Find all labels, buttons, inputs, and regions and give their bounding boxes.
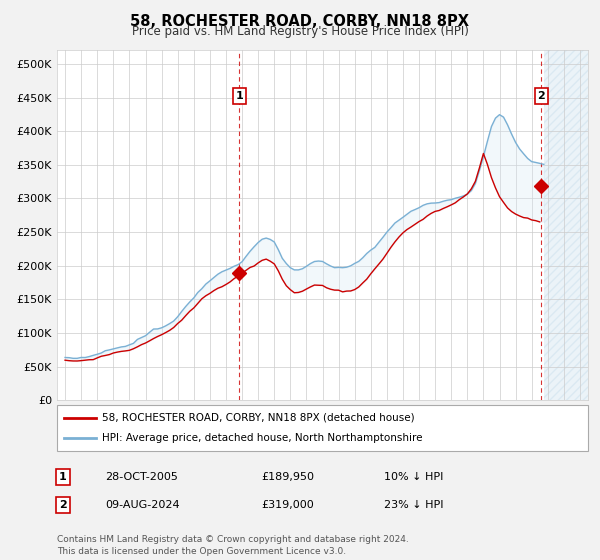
Text: 58, ROCHESTER ROAD, CORBY, NN18 8PX (detached house): 58, ROCHESTER ROAD, CORBY, NN18 8PX (det… bbox=[102, 413, 415, 423]
Text: Contains HM Land Registry data © Crown copyright and database right 2024.
This d: Contains HM Land Registry data © Crown c… bbox=[57, 535, 409, 556]
Text: 58, ROCHESTER ROAD, CORBY, NN18 8PX: 58, ROCHESTER ROAD, CORBY, NN18 8PX bbox=[131, 14, 470, 29]
Text: HPI: Average price, detached house, North Northamptonshire: HPI: Average price, detached house, Nort… bbox=[102, 433, 422, 443]
Bar bbox=[544, 50, 588, 400]
Text: 28-OCT-2005: 28-OCT-2005 bbox=[105, 472, 178, 482]
Bar bbox=[544, 50, 588, 400]
Text: 2: 2 bbox=[538, 91, 545, 101]
Text: £319,000: £319,000 bbox=[261, 500, 314, 510]
Text: 1: 1 bbox=[235, 91, 243, 101]
Text: 09-AUG-2024: 09-AUG-2024 bbox=[105, 500, 179, 510]
Text: 2: 2 bbox=[59, 500, 67, 510]
Text: 1: 1 bbox=[59, 472, 67, 482]
Text: Price paid vs. HM Land Registry's House Price Index (HPI): Price paid vs. HM Land Registry's House … bbox=[131, 25, 469, 38]
Text: 10% ↓ HPI: 10% ↓ HPI bbox=[384, 472, 443, 482]
Text: £189,950: £189,950 bbox=[261, 472, 314, 482]
Text: 23% ↓ HPI: 23% ↓ HPI bbox=[384, 500, 443, 510]
